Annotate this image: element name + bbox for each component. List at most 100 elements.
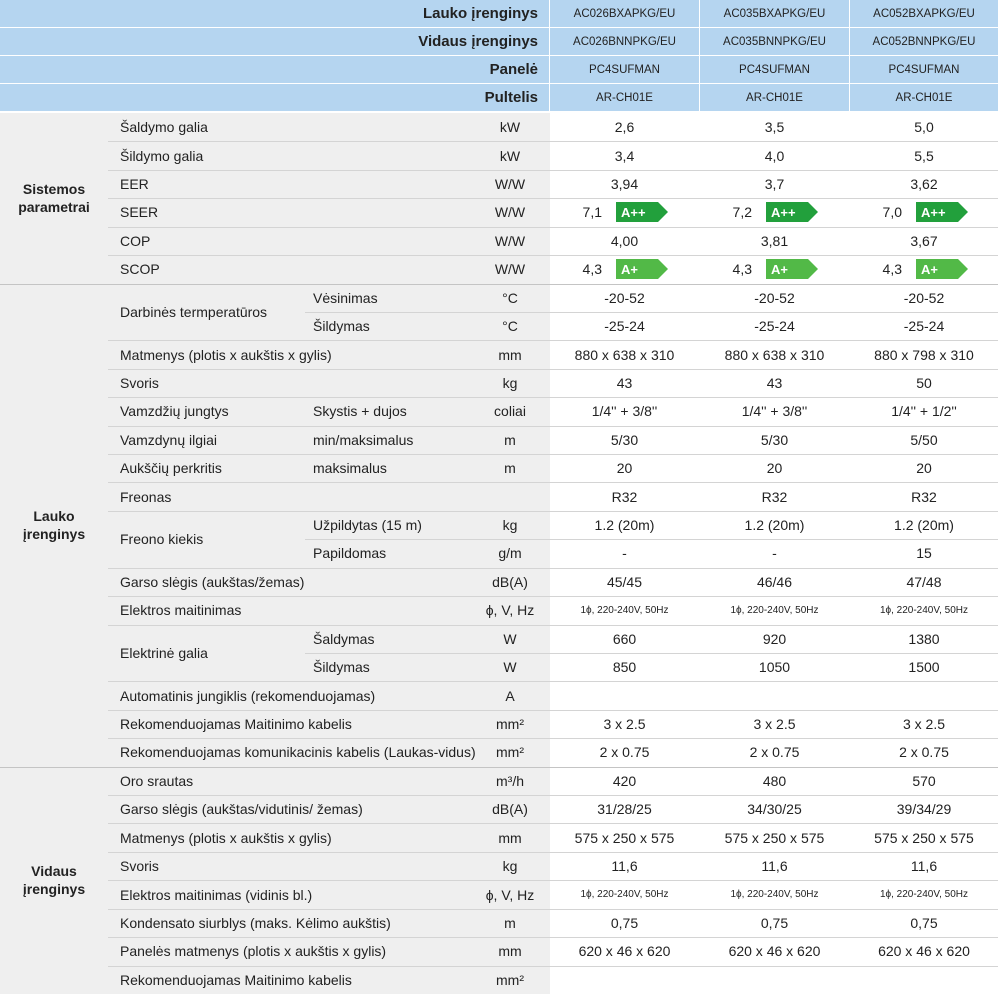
row-name: Garso slėgis (aukštas/žemas) [120,573,305,590]
value: 4,3 [732,261,752,278]
value: 47/48 [906,573,942,590]
value: R32 [611,488,638,505]
row-line [305,652,998,654]
value: 45/45 [606,573,643,590]
row-line [108,596,998,598]
row-line [108,425,998,427]
header-value: AC026BXAPKG/EU [573,7,676,20]
row-line [108,738,998,740]
row-name: Rekomenduojamas Maitinimo kabelis [120,716,352,732]
header-label: Panelė [489,61,538,78]
unit: dB(A) [492,573,528,590]
value: -25-24 [903,318,945,335]
value: 0,75 [760,914,789,931]
unit: dB(A) [492,801,528,818]
header-bg [0,84,549,111]
value: 5/30 [610,431,639,448]
unit: °C [502,318,518,335]
value: 880 x 638 x 310 [574,346,675,363]
group-label: Sistemos parametrai [18,181,90,216]
header-bg [0,28,549,55]
value: R32 [761,488,788,505]
unit: W/W [494,232,526,249]
rating-label: A++ [771,205,796,220]
value: -20-52 [903,289,945,306]
row-line [108,397,998,399]
row-name: Vamzdynų ilgiai [120,431,218,448]
rating-badge: A+ [916,259,968,280]
row-line [108,141,998,143]
row-name: Šaldymo galia [120,119,208,136]
row-name: Rekomenduojamas komunikacinis kabelis (L… [120,744,476,761]
sub-label: Vėsinimas [313,289,378,306]
header-bg [550,56,699,83]
value: 4,3 [582,261,602,278]
header-bg [550,0,699,27]
row-line [108,510,998,512]
row-name: Svoris [120,374,159,391]
sub-label: min/maksimalus [313,431,414,448]
value: 2 x 0.75 [899,744,949,761]
row-line [108,255,998,257]
unit: kg [502,858,518,875]
value: 11,6 [910,858,938,875]
header-value: AC035BNNPKG/EU [723,35,826,48]
row-line [108,340,998,342]
value: 0,75 [610,914,639,931]
value: 5/50 [910,431,938,448]
unit: m [504,431,516,448]
group-label: Vidaus įrenginys [22,863,86,898]
value: 3 x 2.5 [753,716,796,732]
rating-badge: A+ [766,259,818,280]
sub-label: Šildymas [313,318,370,335]
value: 1.2 (20m) [594,517,655,534]
sub-label: Papildomas [313,545,387,562]
value: 34/30/25 [747,801,802,818]
unit: kW [499,119,521,136]
unit: mm² [496,971,524,988]
value: 20 [766,460,783,477]
row-name: Aukščių perkritis [120,460,222,477]
row-line [108,908,998,910]
unit: mm [498,829,522,846]
rating-badge: A++ [916,202,968,223]
row-name: Freono kiekis [120,531,204,548]
header-bg [700,56,849,83]
value: 3,94 [610,176,639,193]
value: 50 [916,374,932,391]
unit: °C [502,289,518,306]
sub-label: Šaldymas [313,630,375,647]
value: 43 [616,374,633,391]
value: 7,2 [732,204,752,221]
value: 620 x 46 x 620 [728,943,821,960]
value: 920 [762,630,787,647]
row-name: Darbinės termperatūros [120,303,268,320]
row-line [108,198,998,200]
value: 4,00 [610,232,639,249]
value: 1ϕ, 220-240V, 50Hz [730,604,819,616]
row-name: Elektros maitinimas (vidinis bl.) [120,886,313,903]
unit: A [505,687,515,704]
unit: kg [502,517,518,534]
unit: kW [499,147,521,164]
value: 1/4'' + 3/8'' [591,403,658,420]
value: 3,67 [910,232,938,249]
unit: m [504,914,516,931]
header-bg [700,0,849,27]
header-value: PC4SUFMAN [888,63,960,76]
unit: W/W [494,204,526,221]
rating-label: A+ [771,262,788,277]
unit: mm² [496,716,524,732]
header-bg [0,56,549,83]
row-line [108,795,998,797]
value: 3,62 [910,176,938,193]
header-bg [850,0,998,27]
value: 20 [616,460,633,477]
header-value: PC4SUFMAN [589,63,660,76]
value: 880 x 638 x 310 [724,346,825,363]
row-name: Panelės matmenys (plotis x aukštis x gyl… [120,943,387,960]
value: 1ϕ, 220-240V, 50Hz [879,889,969,901]
value: 1ϕ, 220-240V, 50Hz [730,889,819,901]
sub-label: Skystis + dujos [313,403,407,420]
value: 575 x 250 x 575 [574,829,675,846]
